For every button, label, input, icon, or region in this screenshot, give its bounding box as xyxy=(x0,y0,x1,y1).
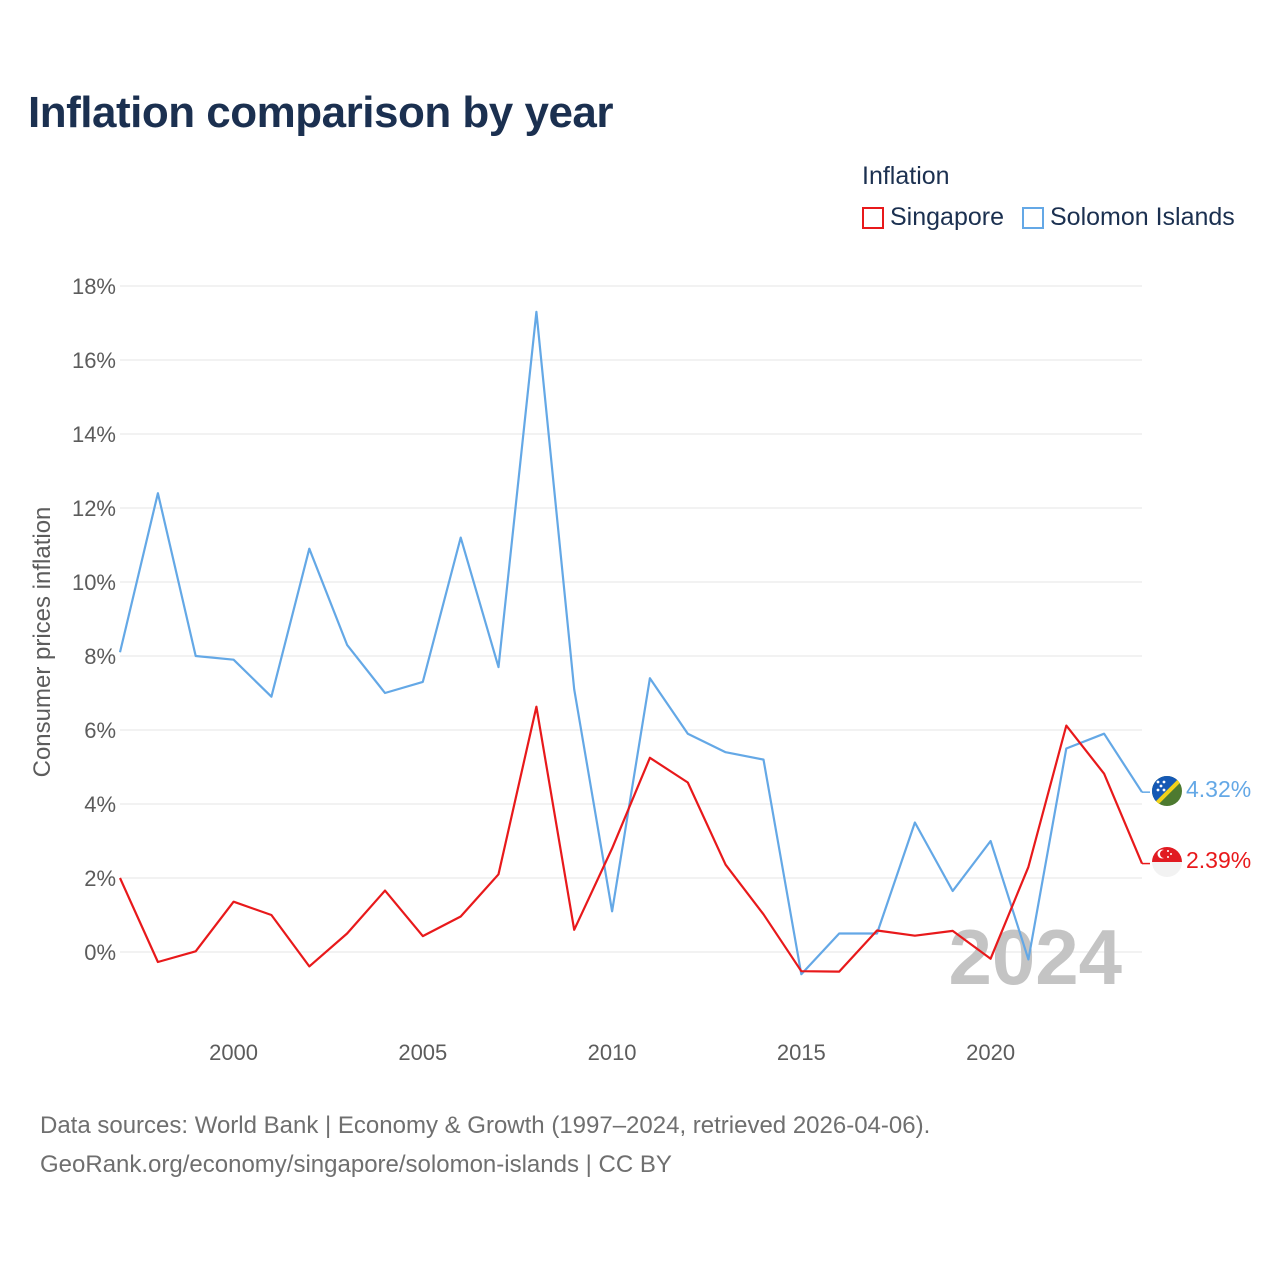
y-tick-label: 12% xyxy=(72,496,116,521)
series-line-singapore[interactable] xyxy=(118,705,1144,973)
y-tick-label: 0% xyxy=(84,940,116,965)
end-label-singapore: 2.39% xyxy=(1186,847,1251,873)
x-tick-label: 2020 xyxy=(966,1040,1015,1065)
source-line-1[interactable]: Data sources: World Bank | Economy & Gro… xyxy=(40,1112,931,1139)
legend-swatch-singapore xyxy=(862,206,884,229)
x-tick-label: 2000 xyxy=(209,1040,258,1065)
y-axis-ticks: 0% 2% 4% 6% 8% 10% 12% 14% 16% 18% xyxy=(72,274,116,965)
legend: Inflation Singapore Solomon Islands xyxy=(862,162,1235,232)
y-tick-label: 16% xyxy=(72,348,116,373)
series-line-solomon-islands[interactable] xyxy=(118,310,1143,976)
gridlines xyxy=(120,285,1142,953)
y-axis-label: Consumer prices inflation xyxy=(29,507,56,778)
x-tick-label: 2015 xyxy=(777,1040,826,1065)
legend-label-singapore: Singapore xyxy=(890,203,1004,231)
y-tick-label: 10% xyxy=(72,570,116,595)
series-group xyxy=(118,310,1150,976)
chart-title: Inflation comparison by year xyxy=(28,88,614,137)
singapore-flag-icon xyxy=(1152,847,1182,877)
end-label-solomon-islands: 4.32% xyxy=(1186,776,1251,802)
legend-swatch-solomon-islands xyxy=(1021,206,1044,229)
y-tick-label: 14% xyxy=(72,422,116,447)
source-line-2[interactable]: GeoRank.org/economy/singapore/solomon-is… xyxy=(40,1151,672,1178)
x-tick-label: 2005 xyxy=(398,1040,447,1065)
line-chart: 0%2%4%6%8%10%12%14%16%18% 2000 2005 2010 20… xyxy=(29,274,1251,1065)
legend-item-singapore[interactable]: Singapore xyxy=(862,203,1004,232)
x-axis-ticks: 2000 2005 2010 2015 2020 xyxy=(209,1040,1015,1065)
y-tick-label: 8% xyxy=(84,644,116,669)
y-tick-label: 2% xyxy=(84,866,116,891)
x-tick-label: 2010 xyxy=(588,1040,637,1065)
source-note: Data sources: World Bank | Economy & Gro… xyxy=(40,1106,930,1184)
legend-label-solomon-islands: Solomon Islands xyxy=(1049,203,1235,231)
y-tick-label: 4% xyxy=(84,792,116,817)
legend-title: Inflation xyxy=(862,162,950,190)
solomon-islands-flag-icon xyxy=(1152,776,1182,806)
year-watermark: 2024 xyxy=(948,913,1122,1001)
y-tick-label: 6% xyxy=(84,718,116,743)
legend-item-solomon-islands[interactable]: Solomon Islands xyxy=(1021,203,1235,232)
y-tick-label: 18% xyxy=(72,274,116,299)
